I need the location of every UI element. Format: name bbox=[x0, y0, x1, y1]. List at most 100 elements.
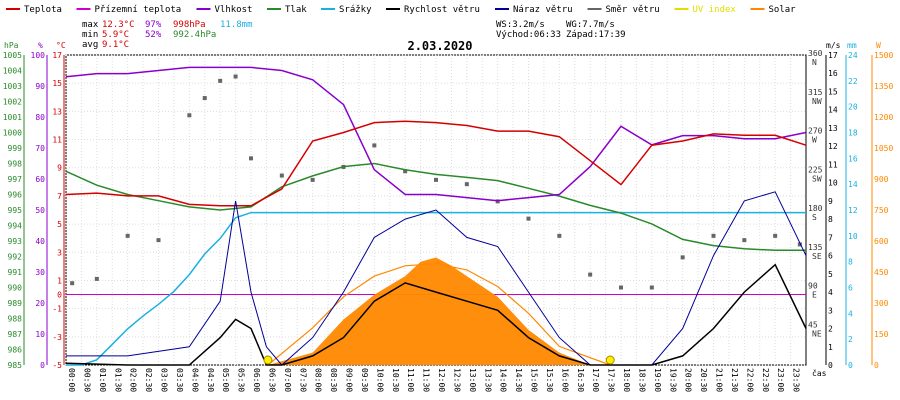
temperature-axis-tick: 1 bbox=[57, 276, 62, 285]
wind-speed-axis-tick: 12 bbox=[828, 142, 838, 151]
time-tick: 13:00 bbox=[468, 368, 477, 392]
temperature-axis-tick: 7 bbox=[57, 192, 62, 201]
time-tick: 11:00 bbox=[406, 368, 415, 392]
rain-axis-tick: 4 bbox=[848, 309, 853, 318]
rain-axis-unit: mm bbox=[847, 41, 857, 50]
wind-speed-axis-tick: 15 bbox=[828, 87, 838, 96]
wind-direction-point bbox=[742, 238, 747, 243]
wind-direction-point bbox=[797, 242, 802, 247]
time-tick: 16:30 bbox=[576, 368, 585, 392]
wind-direction-point bbox=[70, 281, 75, 286]
stats-block: max 12.3°C 97% 998hPa 11.8mm min 5.9°C 5… bbox=[82, 20, 253, 50]
wind-speed-axis-tick: 2 bbox=[828, 325, 833, 334]
stats-max-hum: 97% bbox=[145, 20, 162, 30]
wind-speed-axis-unit: m/s bbox=[826, 41, 841, 50]
time-tick: 00:00 bbox=[67, 368, 76, 392]
rain-axis-tick: 16 bbox=[848, 154, 858, 163]
temperature-axis-tick: 0 bbox=[57, 291, 62, 300]
wind-speed-axis-tick: 16 bbox=[828, 69, 838, 78]
solar-axis-unit: W bbox=[876, 41, 881, 50]
wind-speed-axis-tick: 17 bbox=[828, 51, 838, 60]
wind-direction-tick-label: S bbox=[812, 213, 817, 222]
wind-direction-tick-label: E bbox=[812, 291, 817, 300]
wind-direction-point bbox=[156, 238, 161, 243]
rain-axis-tick: 12 bbox=[848, 206, 858, 215]
time-tick: 19:00 bbox=[653, 368, 662, 392]
sunrise-time: Východ:06:33 bbox=[496, 30, 561, 40]
time-tick: 14:00 bbox=[499, 368, 508, 392]
pressure-axis-tick: 999 bbox=[8, 144, 23, 153]
solar-axis-tick: 600 bbox=[874, 237, 889, 246]
solar-axis-tick: 1200 bbox=[874, 113, 893, 122]
pressure-axis-tick: 993 bbox=[8, 237, 23, 246]
stats-min-label: min bbox=[82, 30, 98, 40]
legend-label-9: Solar bbox=[769, 5, 797, 15]
wind-speed-axis-tick: 11 bbox=[828, 160, 838, 169]
time-tick: 17:00 bbox=[591, 368, 600, 392]
pressure-axis-tick: 990 bbox=[8, 284, 23, 293]
wind-speed-axis-tick: 6 bbox=[828, 252, 833, 261]
rain-axis-tick: 0 bbox=[848, 361, 853, 370]
time-tick: 15:00 bbox=[530, 368, 539, 392]
wind-direction-tick: 315 bbox=[808, 88, 823, 97]
time-tick: 05:30 bbox=[237, 368, 246, 392]
time-tick: 01:00 bbox=[98, 368, 107, 392]
temperature-axis-tick: -5 bbox=[52, 361, 62, 370]
temperature-axis-tick: 15 bbox=[52, 79, 62, 88]
temperature-axis-tick: 3 bbox=[57, 248, 62, 257]
time-tick: 03:30 bbox=[175, 368, 184, 392]
wind-speed-axis-tick: 9 bbox=[828, 197, 833, 206]
pressure-axis-tick: 992 bbox=[8, 253, 23, 262]
stats-min-press: 992.4hPa bbox=[173, 30, 216, 40]
legend-label-8: UV index bbox=[693, 5, 737, 15]
temperature-axis-tick: 9 bbox=[57, 164, 62, 173]
time-tick: 18:00 bbox=[622, 368, 631, 392]
humidity-axis-tick: 80 bbox=[35, 113, 45, 122]
solar-axis-tick: 1350 bbox=[874, 82, 893, 91]
humidity-axis-unit: % bbox=[38, 41, 43, 50]
wind-direction-tick: 270 bbox=[808, 127, 823, 136]
legend: Teplota Přízemní teplota Vlhkost Tlak Srážky… bbox=[6, 5, 796, 15]
time-tick: 11:30 bbox=[422, 368, 431, 392]
wind-direction-point bbox=[588, 272, 593, 277]
time-tick: 07:30 bbox=[298, 368, 307, 392]
wind-direction-point bbox=[187, 113, 192, 118]
wind-direction-tick-label: SW bbox=[812, 174, 822, 183]
time-tick: 00:30 bbox=[82, 368, 91, 392]
wind-direction-tick: 180 bbox=[808, 204, 823, 213]
temperature-axis-tick: -3 bbox=[52, 333, 62, 342]
solar-axis-tick: 150 bbox=[874, 330, 889, 339]
humidity-axis-tick: 100 bbox=[31, 51, 46, 60]
wind-speed-axis-tick: 7 bbox=[828, 233, 833, 242]
wind-speed-axis-tick: 10 bbox=[828, 179, 838, 188]
temperature-axis-tick: 17 bbox=[52, 51, 62, 60]
solar-axis-tick: 750 bbox=[874, 206, 889, 215]
time-tick: 06:00 bbox=[252, 368, 261, 392]
wind-direction-point bbox=[372, 143, 377, 148]
humidity-axis-tick: 0 bbox=[40, 361, 45, 370]
stats-max-label: max bbox=[82, 20, 99, 30]
time-tick: 08:00 bbox=[314, 368, 323, 392]
legend-label-7: Směr větru bbox=[606, 5, 660, 15]
time-tick: 14:30 bbox=[514, 368, 523, 392]
solar-axis-tick: 900 bbox=[874, 175, 889, 184]
wind-speed-axis-tick: 0 bbox=[828, 361, 833, 370]
time-tick: 09:00 bbox=[345, 368, 354, 392]
pressure-axis-tick: 1004 bbox=[3, 67, 22, 76]
pressure-axis-tick: 998 bbox=[8, 160, 23, 169]
time-tick: 20:30 bbox=[699, 368, 708, 392]
solar-measured-area bbox=[267, 257, 591, 365]
sunset-time: Západ:17:39 bbox=[566, 30, 626, 40]
temperature-axis-tick: 11 bbox=[52, 136, 62, 145]
wind-direction-point bbox=[279, 173, 284, 178]
pressure-axis-tick: 1000 bbox=[3, 129, 22, 138]
wind-direction-point bbox=[403, 169, 408, 174]
temperature-axis-unit: °C bbox=[56, 41, 66, 50]
humidity-line bbox=[65, 66, 807, 202]
solar-axis-tick: 1500 bbox=[874, 51, 893, 60]
wind-direction-point bbox=[773, 233, 778, 238]
humidity-axis-tick: 20 bbox=[35, 299, 45, 308]
pressure-axis-tick: 1002 bbox=[3, 98, 22, 107]
time-tick: 12:30 bbox=[452, 368, 461, 392]
temperature-axis-tick: 5 bbox=[57, 220, 62, 229]
